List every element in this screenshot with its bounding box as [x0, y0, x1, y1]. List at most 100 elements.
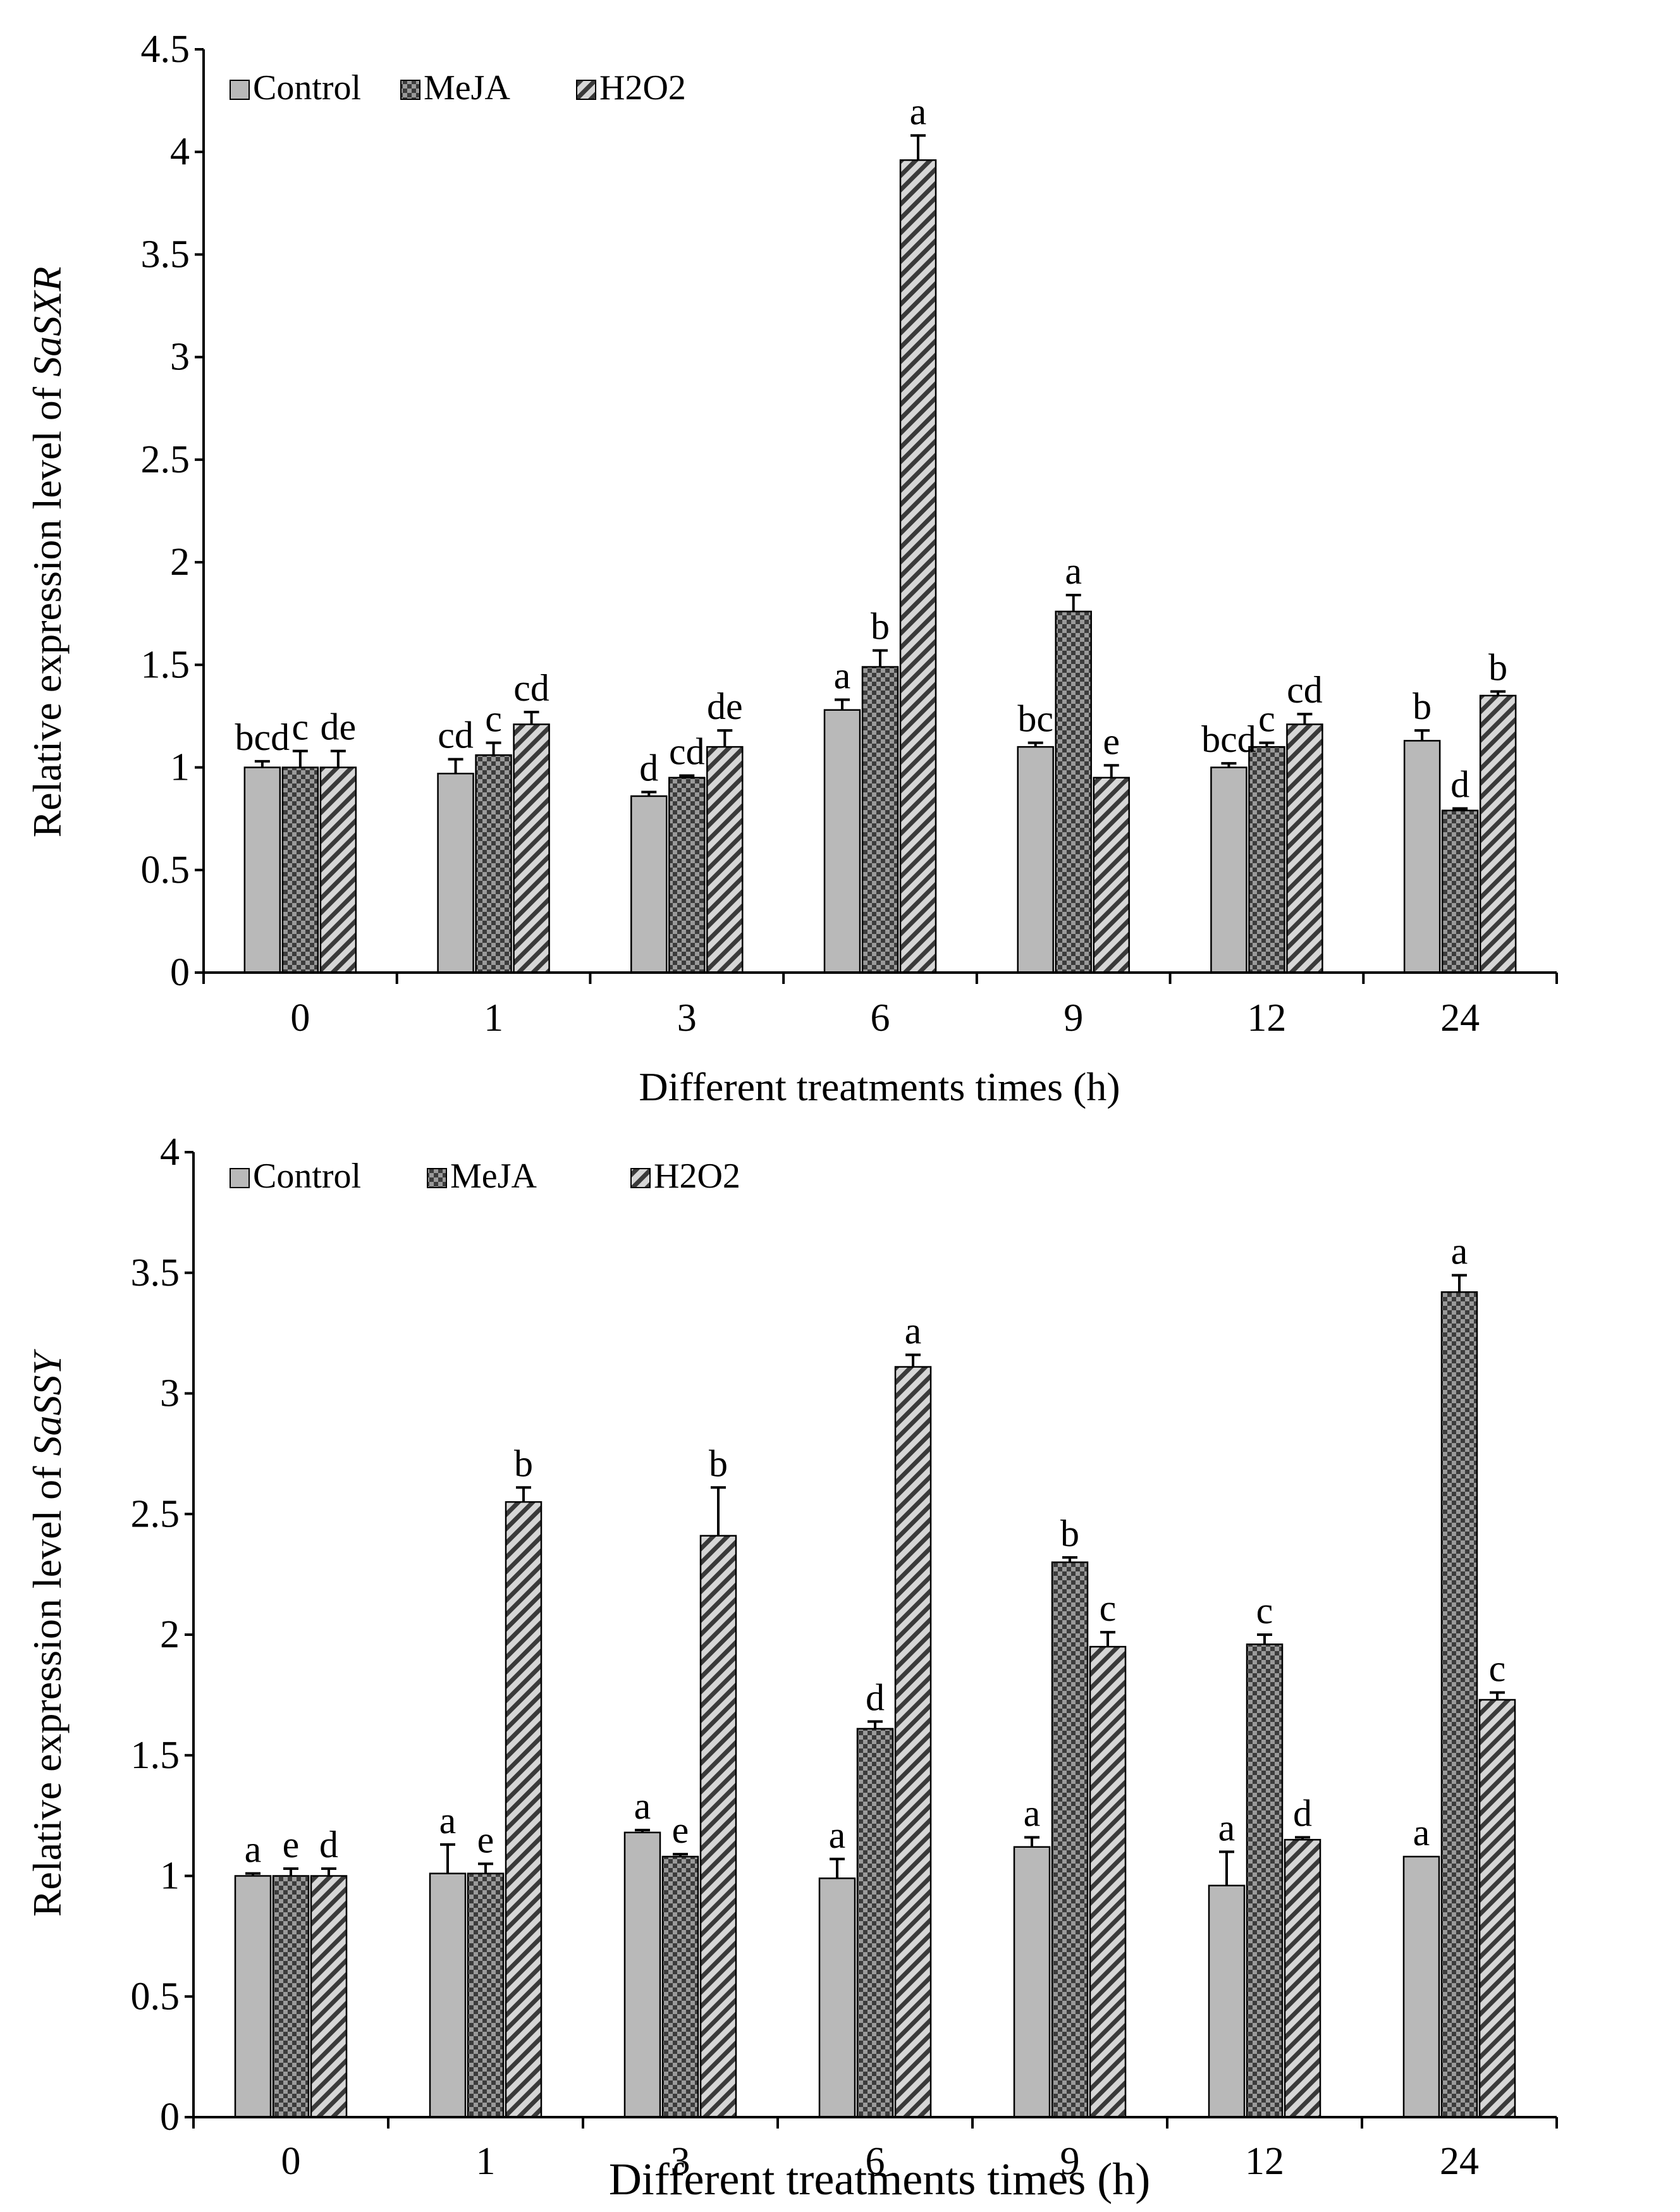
sassy-y-tick-label: 2: [160, 1613, 180, 1656]
sassy-bar-control: [1013, 1846, 1051, 2118]
sassy-y-tick-label: 3: [160, 1372, 180, 1415]
sasxr-bar-control: [1017, 746, 1054, 974]
sasxr-y-tick-label: 0.5: [141, 849, 190, 892]
sasxr-bar-control: [1403, 740, 1441, 974]
sassy-bar-h2o2: [894, 1366, 932, 2118]
sasxr-x-tick-label: 3: [677, 997, 697, 1040]
sasxr-bar-control: [243, 766, 281, 974]
sasxr-y-tick-label: 4: [170, 130, 190, 173]
sasxr-y-tick-label: 0: [170, 951, 190, 994]
sassy-bar-control: [1208, 1884, 1246, 2118]
sassy-legend-label-h2o2: H2O2: [654, 1157, 740, 1196]
sasxr-sig-letter: a: [910, 90, 927, 132]
sasxr-legend-label-h2o2: H2O2: [599, 68, 686, 108]
sassy-x-ticks: 0 1 3 6 9 12 24: [192, 2117, 1558, 2183]
sassy-sig-letter: a: [634, 1785, 651, 1827]
sasxr-x-tick-label: 0: [290, 997, 310, 1040]
sassy-legend-label-meja: MeJA: [450, 1157, 537, 1196]
sasxr-sig-letter: bcd: [1201, 718, 1256, 760]
sassy-legend-swatch-control: [230, 1168, 250, 1188]
sassy-x-tick-label: 3: [671, 2140, 690, 2183]
sasxr-y-tick-label: 3.5: [141, 233, 190, 276]
sassy-bar-meja: [1440, 1291, 1478, 2118]
sassy-y-tick-label: 3.5: [131, 1251, 180, 1294]
sasxr-legend-label-control: Control: [253, 68, 361, 108]
sasxr-sig-letter: de: [707, 685, 743, 727]
sasxr-y-tick-label: 4.5: [141, 28, 190, 71]
sassy-x-tick-label: 1: [476, 2140, 496, 2183]
sassy-x-tick-label: 12: [1245, 2140, 1284, 2183]
sasxr-legend-swatch-meja: [400, 80, 420, 100]
sassy-bar-control: [623, 1831, 661, 2118]
sasxr-sig-letter: d: [1450, 763, 1469, 805]
sassy-bar-meja: [661, 1855, 699, 2118]
sasxr-sig-letter: d: [639, 747, 658, 789]
sassy-y-tick-label: 1.5: [131, 1734, 180, 1777]
sasxr-y-tick-label: 2.5: [141, 438, 190, 481]
sassy-sig-letter: a: [905, 1310, 922, 1351]
sassy-bar-control: [818, 1877, 856, 2118]
sasxr-bar-meja: [281, 766, 319, 974]
sasxr-x-tick-label: 1: [484, 997, 503, 1040]
sasxr-bar-meja: [1055, 610, 1092, 974]
sassy-x-tick-label: 9: [1060, 2140, 1080, 2183]
sassy-bar-h2o2: [1089, 1645, 1127, 2118]
sasxr-sig-letter: cd: [513, 667, 549, 709]
sassy-sig-letter: c: [1100, 1587, 1117, 1629]
sassy-sig-letter: d: [1293, 1792, 1312, 1834]
sassy-sig-letter: b: [1060, 1513, 1079, 1554]
sasxr-x-tick-label: 24: [1440, 997, 1480, 1040]
sassy-y-tick-label: 2.5: [131, 1492, 180, 1535]
sassy-bar-h2o2: [505, 1501, 543, 2118]
sassy-sig-letter: e: [283, 1824, 300, 1865]
sasxr-bars: [243, 134, 1517, 974]
sassy-x-tick-label: 24: [1440, 2140, 1479, 2183]
sasxr-bar-h2o2: [706, 746, 744, 974]
sassy-bar-control: [234, 1875, 272, 2118]
sassy-bar-h2o2: [1478, 1699, 1516, 2118]
sasxr-bar-h2o2: [319, 766, 357, 974]
sassy-sig-letter: a: [829, 1814, 846, 1856]
sasxr-sig-letter: a: [834, 654, 851, 696]
sasxr-bar-h2o2: [1286, 723, 1323, 974]
sassy-sig-letter: d: [866, 1676, 885, 1718]
sasxr-y-tick-label: 1: [170, 746, 190, 789]
sassy-legend-swatch-meja: [427, 1168, 447, 1188]
sassy-sig-letter: b: [514, 1442, 533, 1484]
sassy-legend-label-control: Control: [253, 1157, 361, 1196]
sasxr-bar-meja: [668, 777, 706, 974]
sassy-y-ticks: 0 0.5 1 1.5 2 2.5 3 3.5 4: [131, 1131, 193, 2139]
sasxr-bar-h2o2: [1093, 777, 1130, 974]
sassy-bar-h2o2: [310, 1875, 348, 2118]
sassy-sig-letter: a: [1413, 1812, 1430, 1853]
sasxr-bar-h2o2: [513, 723, 550, 974]
sasxr-sig-letter: cd: [1287, 669, 1323, 711]
sassy-sig-letter: a: [439, 1800, 457, 1841]
sassy-bar-meja: [1051, 1561, 1089, 2118]
sassy-sig-letter: a: [245, 1829, 262, 1871]
sasxr-x-tick-label: 9: [1064, 997, 1083, 1040]
sasxr-bar-h2o2: [899, 159, 937, 974]
sassy-x-tick-label: 0: [281, 2140, 301, 2183]
sassy-legend-swatch-h2o2: [630, 1168, 651, 1188]
sasxr-bar-control: [630, 795, 668, 974]
sassy-y-tick-label: 0: [160, 2096, 180, 2139]
sasxr-sig-letter: cd: [438, 715, 474, 756]
sasxr-legend-swatch-control: [230, 80, 250, 100]
sassy-sig-letter: d: [319, 1824, 338, 1865]
sasxr-bar-meja: [1441, 809, 1479, 974]
sasxr-x-tick-label: 12: [1247, 997, 1286, 1040]
sasxr-bar-control: [823, 709, 861, 974]
sasxr-y-tick-label: 1.5: [141, 643, 190, 686]
sasxr-sig-letter: de: [321, 706, 357, 748]
sassy-bar-control: [429, 1872, 467, 2118]
sasxr-sig-letter: c: [1258, 698, 1275, 740]
sassy-legend: Control MeJA H2O2: [230, 1157, 740, 1196]
sassy-x-tick-label: 6: [866, 2140, 885, 2183]
sasxr-sig-letter: c: [292, 706, 309, 748]
sasxr-legend-label-meja: MeJA: [424, 68, 510, 108]
